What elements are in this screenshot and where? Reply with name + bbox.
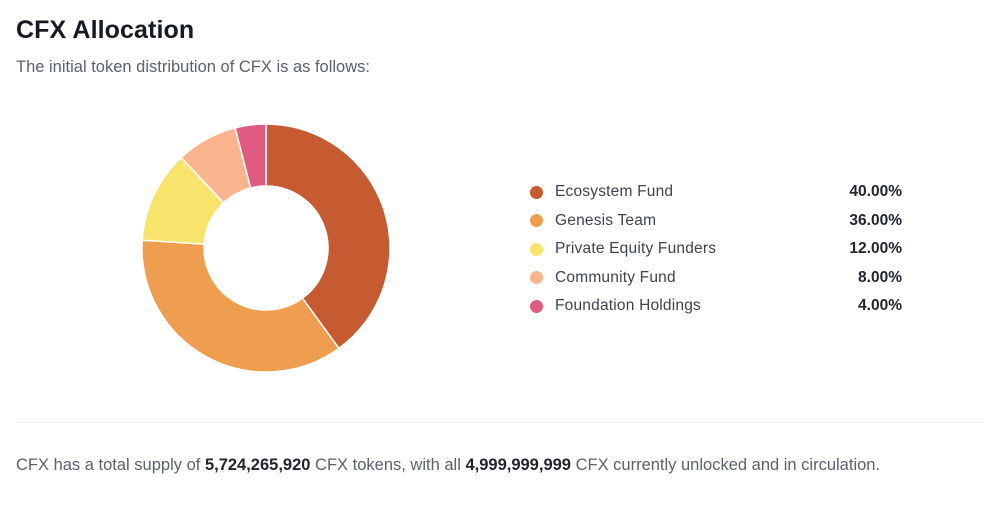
legend-value: 12.00%: [849, 240, 902, 258]
donut-slice-foundation-holdings: [234, 123, 267, 189]
legend-color-dot: [530, 299, 543, 313]
legend-value: 36.00%: [849, 211, 902, 229]
donut-slice-genesis-team: [141, 239, 340, 373]
legend-item-private-equity-funders: Private Equity Funders 12.00%: [530, 235, 902, 264]
legend-item-genesis-team: Genesis Team 36.00%: [530, 207, 902, 236]
total-supply-value: 5,724,265,920: [204, 456, 311, 474]
donut-slice-ecosystem-fund: [265, 123, 391, 350]
supply-text-part-2: CFX tokens, with all: [310, 456, 466, 474]
legend-value: 4.00%: [858, 297, 902, 315]
legend-item-foundation-holdings: Foundation Holdings 4.00%: [530, 292, 902, 321]
legend-label: Ecosystem Fund: [555, 183, 674, 201]
legend-color-dot: [530, 214, 543, 228]
allocation-donut-chart: [141, 123, 391, 373]
legend-item-ecosystem-fund: Ecosystem Fund 40.00%: [530, 178, 902, 207]
legend-label: Private Equity Funders: [555, 240, 717, 258]
page-title: CFX Allocation: [16, 16, 195, 44]
legend-value: 8.00%: [858, 268, 902, 286]
legend-item-community-fund: Community Fund 8.00%: [530, 264, 902, 293]
legend-color-dot: [530, 185, 543, 199]
page-subtitle: The initial token distribution of CFX is…: [16, 58, 370, 76]
chart-legend: Ecosystem Fund 40.00% Genesis Team 36.00% Pr…: [530, 178, 902, 321]
unlocked-supply-value: 4,999,999,999: [465, 456, 571, 474]
section-divider: [16, 422, 984, 423]
legend-label: Foundation Holdings: [555, 297, 701, 315]
supply-text-part-3: CFX currently unlocked and in circulatio…: [570, 456, 881, 474]
supply-description: CFX has a total supply of 5,724,265,920 …: [16, 453, 916, 478]
legend-color-dot: [530, 271, 543, 285]
legend-color-dot: [530, 242, 543, 256]
legend-value: 40.00%: [849, 183, 902, 201]
supply-text-part-1: CFX has a total supply of: [16, 456, 205, 474]
legend-label: Genesis Team: [555, 211, 657, 229]
legend-label: Community Fund: [555, 268, 676, 286]
